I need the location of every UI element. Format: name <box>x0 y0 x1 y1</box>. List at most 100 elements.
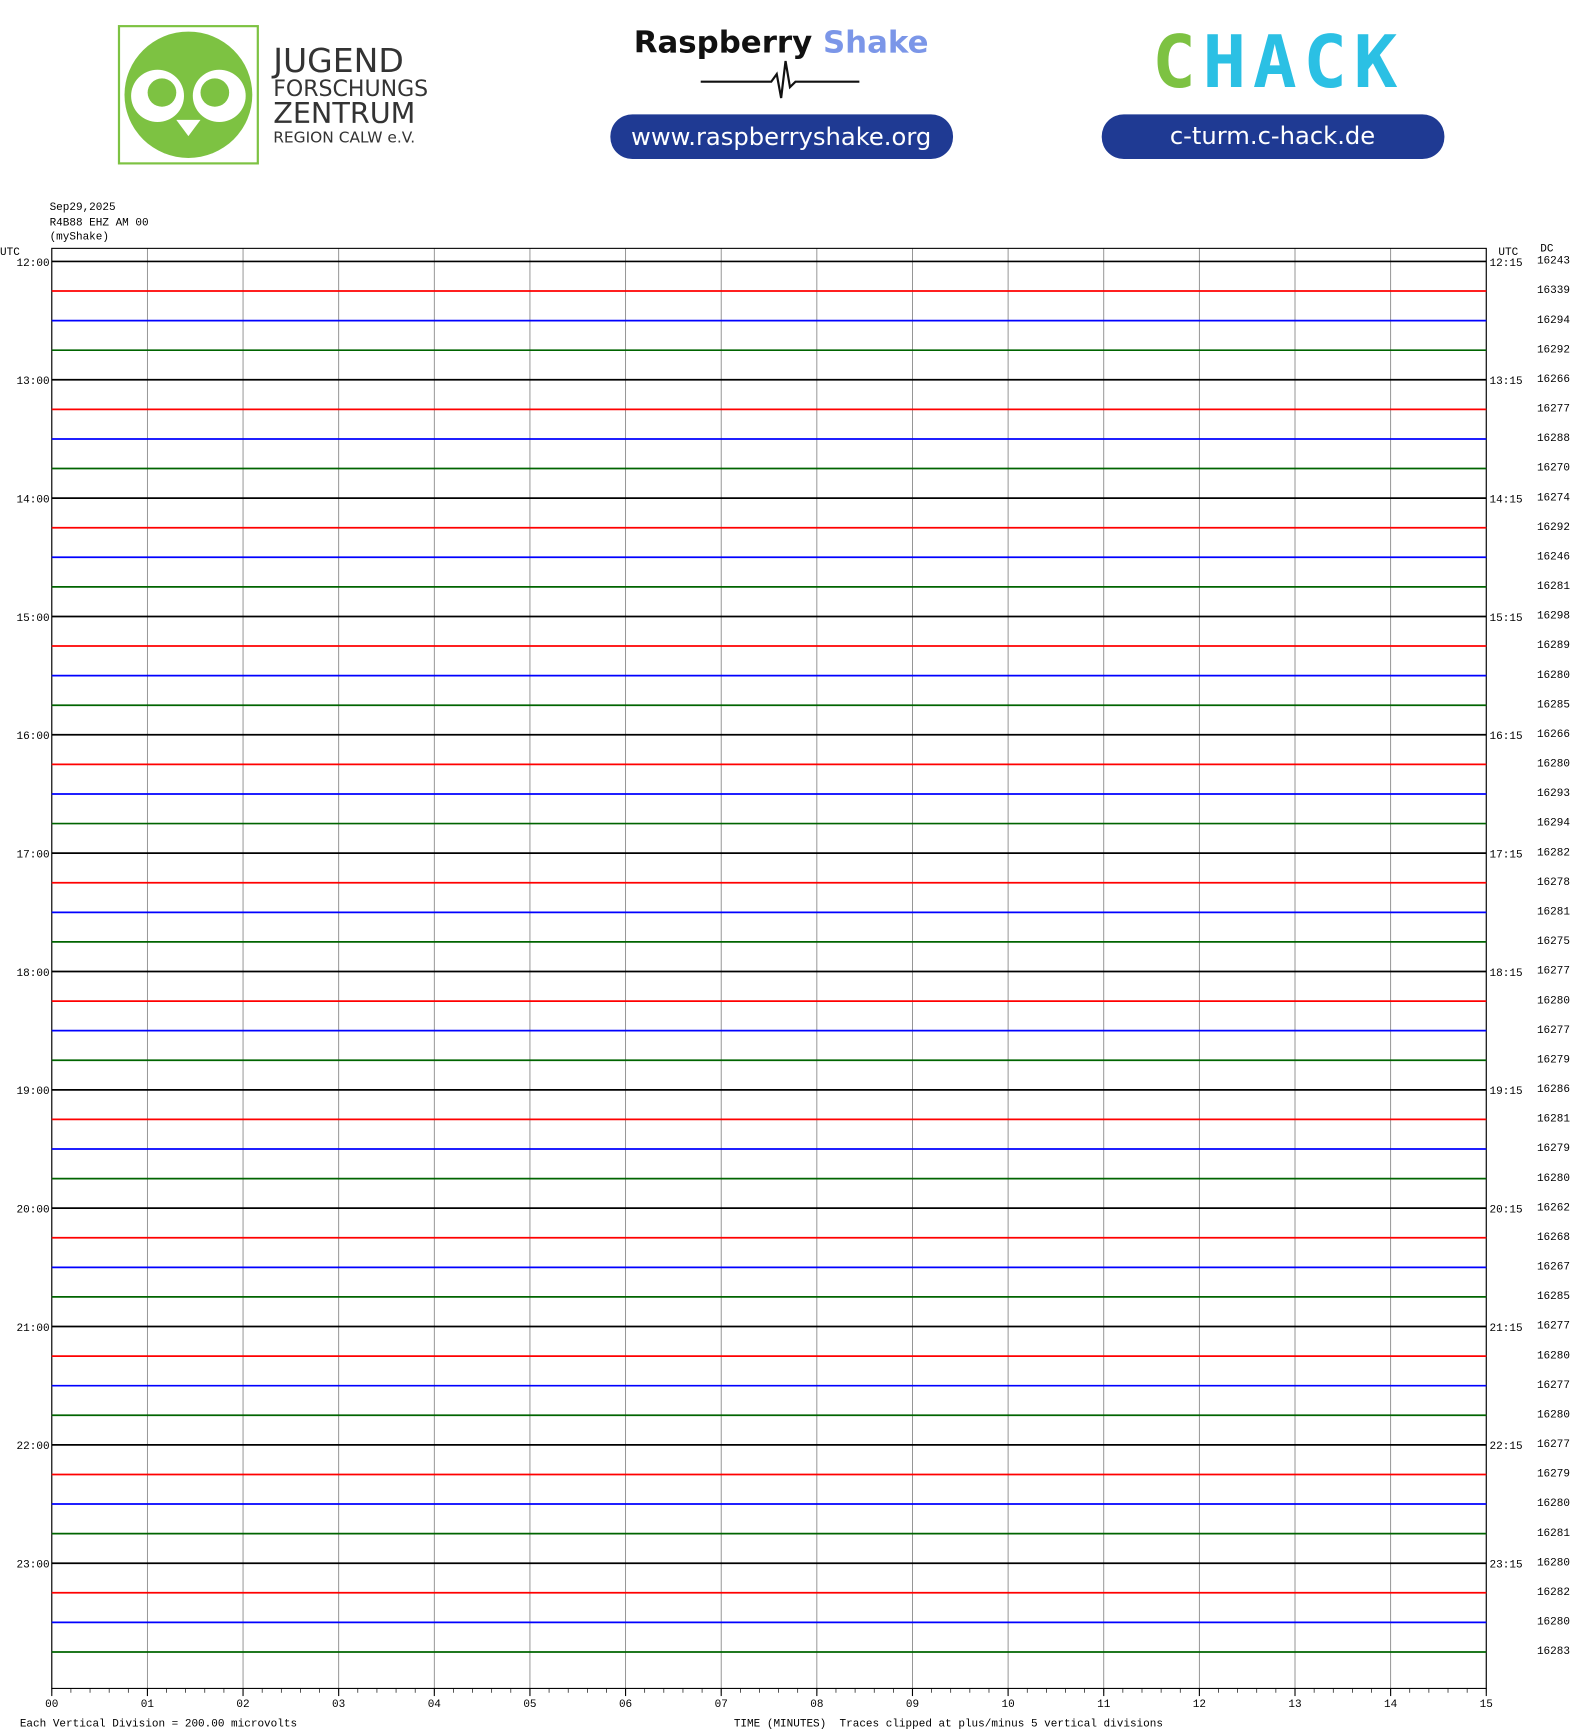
dc-value: 16275 <box>1537 936 1570 948</box>
dc-value: 16274 <box>1537 492 1570 504</box>
dc-value: 16280 <box>1537 995 1570 1007</box>
x-tick-label: 08 <box>810 1699 823 1711</box>
dc-value: 16281 <box>1537 1114 1570 1126</box>
date: Sep29,2025 <box>50 202 116 214</box>
dc-value: 16243 <box>1537 256 1570 268</box>
row-label-right: 13:15 <box>1490 376 1523 388</box>
chack-hack: HACK <box>1202 22 1404 106</box>
dc-value: 16280 <box>1537 1409 1570 1421</box>
dc-value: 16292 <box>1537 344 1570 356</box>
jfz-text: REGION CALW e.V. <box>273 129 415 147</box>
row-label-right: 14:15 <box>1490 495 1523 507</box>
row-label-right: 23:15 <box>1490 1560 1523 1572</box>
row-label-left: 16:00 <box>17 731 50 743</box>
jfz-logo <box>117 25 259 165</box>
dc-value: 16282 <box>1537 847 1570 859</box>
dc-value: 16268 <box>1537 1232 1570 1244</box>
row-label-left: 23:00 <box>17 1560 50 1572</box>
scale-note: Each Vertical Division = 200.00 microvol… <box>20 1719 297 1731</box>
dc-value: 16294 <box>1537 315 1570 327</box>
dc-value: 16280 <box>1537 1498 1570 1510</box>
row-label-left: 14:00 <box>17 495 50 507</box>
chack-logo: CHACK <box>1152 22 1404 106</box>
source: (myShake) <box>50 232 109 244</box>
x-tick-label: 01 <box>141 1699 155 1711</box>
dc-label: DC <box>1540 244 1554 256</box>
jfz-text: ZENTRUM <box>273 97 415 130</box>
dc-value: 16282 <box>1537 1587 1570 1599</box>
row-label-right: 22:15 <box>1490 1441 1523 1453</box>
row-label-left: 17:00 <box>17 850 50 862</box>
row-label-left: 19:00 <box>17 1086 50 1098</box>
rs-brand-1: Raspberry <box>634 25 812 60</box>
dc-value: 16286 <box>1537 1084 1570 1096</box>
dc-value: 16283 <box>1537 1646 1570 1658</box>
chack-url[interactable]: c-turm.c-hack.de <box>1170 122 1375 150</box>
dc-value: 16266 <box>1537 374 1570 386</box>
dc-value: 16277 <box>1537 966 1570 978</box>
dc-value: 16281 <box>1537 907 1570 919</box>
dc-value: 16279 <box>1537 1054 1570 1066</box>
row-label-right: 15:15 <box>1490 613 1523 625</box>
dc-value: 16280 <box>1537 670 1570 682</box>
x-tick-label: 04 <box>428 1699 442 1711</box>
row-label-right: 12:15 <box>1490 258 1523 270</box>
row-label-right: 16:15 <box>1490 731 1523 743</box>
dc-value: 16285 <box>1537 1291 1570 1303</box>
plot-frame <box>51 247 1487 1689</box>
dc-value: 16277 <box>1537 404 1570 416</box>
dc-value: 16277 <box>1537 1439 1570 1451</box>
dc-value: 16289 <box>1537 640 1570 652</box>
dc-value: 16279 <box>1537 1143 1570 1155</box>
rs-wave <box>700 60 860 99</box>
rs-pill[interactable] <box>610 114 954 160</box>
dc-value: 16298 <box>1537 611 1570 623</box>
dc-value: 16280 <box>1537 1350 1570 1362</box>
rs-url[interactable]: www.raspberryshake.org <box>631 123 931 151</box>
row-label-right: 19:15 <box>1490 1086 1523 1098</box>
utc-left: UTC <box>0 247 20 259</box>
row-label-left: 22:00 <box>17 1441 50 1453</box>
x-tick-label: 02 <box>236 1699 249 1711</box>
row-label-left: 21:00 <box>17 1323 50 1335</box>
row-label-right: 17:15 <box>1490 850 1523 862</box>
x-label: TIME (MINUTES) <box>734 1719 826 1731</box>
dc-value: 16339 <box>1537 285 1570 297</box>
x-tick-label: 00 <box>45 1699 58 1711</box>
row-label-left: 15:00 <box>17 613 50 625</box>
dc-value: 16293 <box>1537 788 1570 800</box>
row-label-left: 13:00 <box>17 376 50 388</box>
x-tick-label: 11 <box>1097 1699 1111 1711</box>
dc-value: 16262 <box>1537 1202 1570 1214</box>
dc-value: 16266 <box>1537 729 1570 741</box>
row-label-left: 20:00 <box>17 1205 50 1217</box>
row-label-right: 18:15 <box>1490 968 1523 980</box>
chack-pill[interactable] <box>1101 114 1445 160</box>
dc-value: 16270 <box>1537 463 1570 475</box>
x-tick-label: 09 <box>906 1699 919 1711</box>
x-tick-label: 12 <box>1193 1699 1206 1711</box>
jfz-text: FORSCHUNGS <box>273 77 428 102</box>
dc-value: 16277 <box>1537 1380 1570 1392</box>
dc-value: 16280 <box>1537 1557 1570 1569</box>
x-tick-label: 03 <box>332 1699 345 1711</box>
x-tick-label: 05 <box>523 1699 536 1711</box>
jfz-text: JUGEND <box>271 41 404 80</box>
dc-value: 16279 <box>1537 1469 1570 1481</box>
dc-value: 16281 <box>1537 1528 1570 1540</box>
station: R4B88 EHZ AM 00 <box>50 218 149 230</box>
utc-right: UTC <box>1498 247 1518 259</box>
x-tick-label: 14 <box>1384 1699 1398 1711</box>
row-label-right: 21:15 <box>1490 1323 1523 1335</box>
dc-value: 16277 <box>1537 1321 1570 1333</box>
dc-value: 16292 <box>1537 522 1570 534</box>
row-label-left: 18:00 <box>17 968 50 980</box>
clip-note: Traces clipped at plus/minus 5 vertical … <box>840 1719 1163 1731</box>
chack-c: C <box>1152 22 1202 106</box>
x-tick-label: 06 <box>619 1699 632 1711</box>
x-tick-label: 07 <box>715 1699 728 1711</box>
row-label-right: 20:15 <box>1490 1205 1523 1217</box>
x-tick-label: 15 <box>1480 1699 1493 1711</box>
dc-value: 16288 <box>1537 433 1570 445</box>
